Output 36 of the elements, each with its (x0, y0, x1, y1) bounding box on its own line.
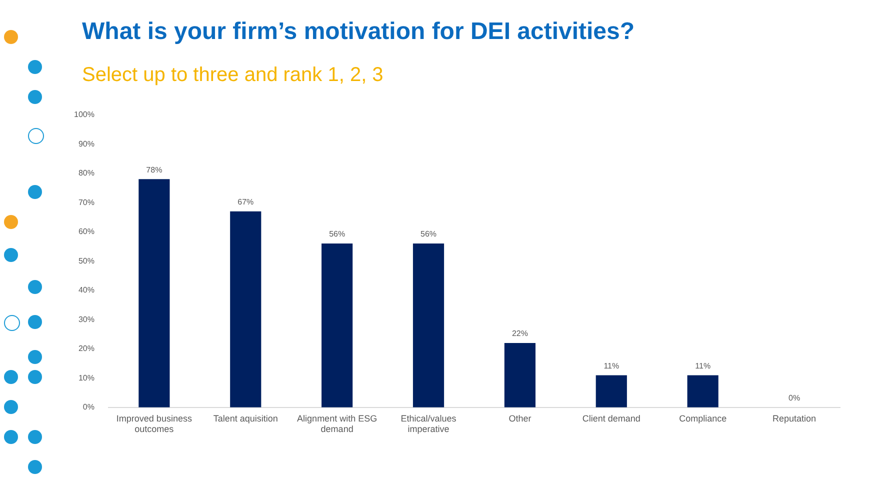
y-tick-label: 90% (78, 139, 94, 148)
bar (687, 375, 718, 408)
y-tick-label: 80% (78, 168, 94, 178)
chart-title: What is your firm’s motivation for DEI activities? (82, 18, 635, 46)
y-tick-label: 100% (74, 110, 94, 120)
y-tick-label: 20% (78, 344, 94, 354)
x-tick-label: Reputation (772, 413, 816, 424)
data-label: 22% (512, 329, 528, 338)
y-tick-label: 0% (82, 402, 94, 412)
data-label: 0% (788, 394, 800, 403)
bar (504, 343, 536, 408)
x-tick-label: Ethical/values imperative (400, 413, 457, 434)
data-label: 56% (329, 230, 346, 239)
y-tick-label: 30% (78, 314, 94, 324)
bar (596, 375, 627, 408)
data-label: 11% (604, 361, 620, 370)
x-tick-label: Compliance (679, 413, 727, 424)
data-label: 56% (420, 230, 437, 239)
y-tick-label: 70% (78, 198, 94, 207)
bar (322, 244, 353, 408)
bar (138, 179, 170, 408)
bar (230, 211, 262, 408)
y-tick-label: 40% (78, 286, 94, 295)
x-tick-label: Talent aquisition (213, 413, 278, 424)
x-tick-label: Improved business outcomes (116, 413, 192, 434)
x-tick-label: Client demand (582, 413, 640, 424)
data-label: 11% (695, 361, 711, 370)
data-label: 78% (146, 165, 162, 174)
chart-subtitle: Select up to three and rank 1, 2, 3 (82, 64, 384, 87)
x-tick-label: Other (508, 413, 532, 424)
y-tick-label: 10% (78, 373, 94, 382)
y-tick-label: 50% (78, 256, 94, 266)
x-tick-label: Alignment with ESG demand (297, 413, 378, 434)
bar (412, 244, 444, 408)
y-tick-label: 60% (78, 227, 94, 236)
data-label: 67% (238, 198, 254, 207)
